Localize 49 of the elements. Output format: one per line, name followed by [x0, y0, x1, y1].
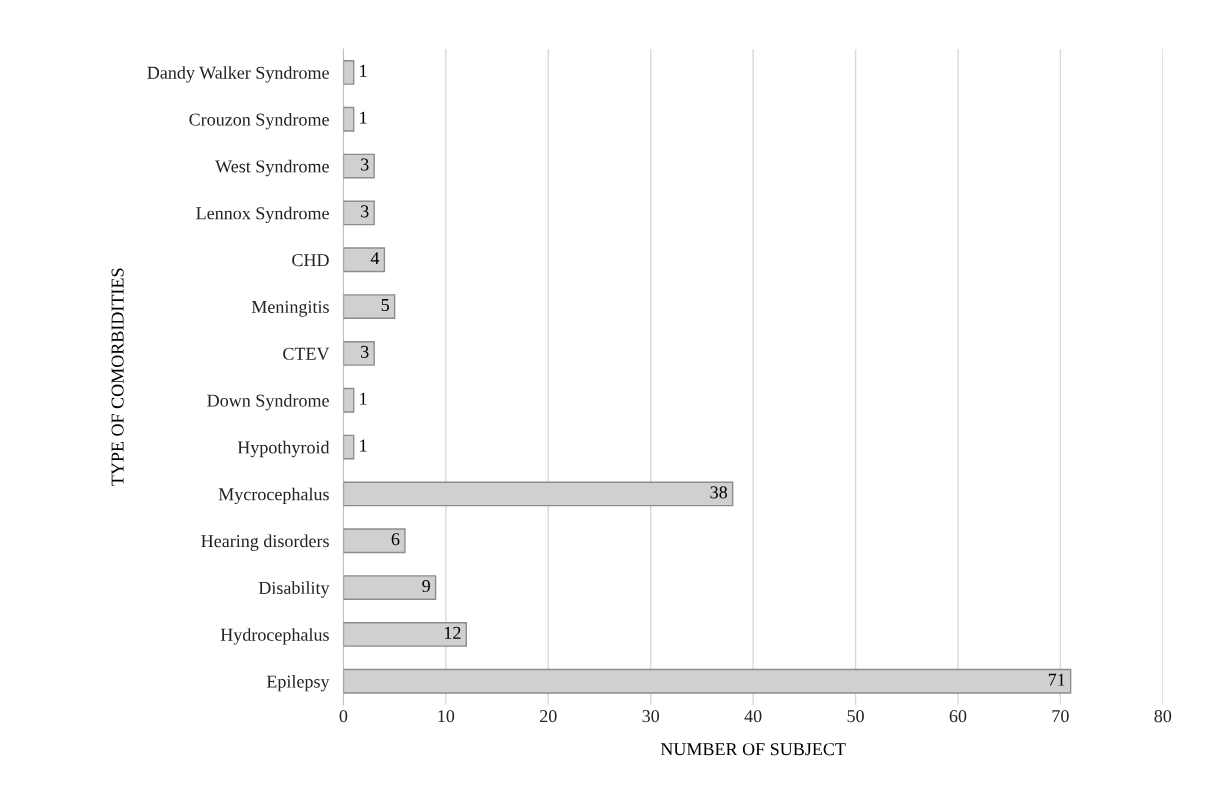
bar — [343, 294, 396, 319]
bar — [343, 59, 355, 85]
y-axis-title: TYPE OF COMORBIDITIES — [111, 268, 124, 486]
data-label: 5 — [381, 299, 390, 312]
data-label: 1 — [360, 111, 367, 124]
y-tick-label: Mycrocephalus — [218, 487, 329, 505]
x-tick-label: 0 — [339, 710, 348, 723]
data-label: 1 — [360, 439, 367, 452]
x-tick-label: 10 — [438, 710, 455, 723]
x-tick-label: 80 — [1154, 710, 1172, 723]
data-label: 3 — [361, 158, 369, 171]
y-tick-label: Down Syndrome — [207, 393, 329, 411]
y-tick-label: West Syndrome — [215, 159, 329, 177]
bar — [343, 387, 355, 413]
x-tick-label: 60 — [949, 710, 967, 723]
data-label: 12 — [444, 626, 461, 639]
data-label: 38 — [710, 486, 728, 499]
y-tick-label: Lennox Syndrome — [196, 206, 329, 224]
y-tick-label: Meningitis — [251, 300, 329, 317]
y-tick-label: Crouzon Syndrome — [189, 112, 329, 130]
y-tick-label: CHD — [292, 254, 329, 267]
bar — [343, 528, 406, 554]
bar — [343, 247, 386, 273]
data-label: 4 — [370, 252, 380, 265]
bar — [343, 575, 437, 600]
y-tick-label: Hypothyroid — [237, 440, 330, 458]
data-label: 1 — [360, 64, 367, 77]
x-tick-label: 20 — [540, 710, 557, 723]
x-tick-label: 50 — [847, 710, 864, 723]
x-axis-title: NUMBER OF SUBJECT — [660, 743, 846, 756]
y-tick-label: CTEV — [283, 347, 330, 360]
data-label: 1 — [360, 392, 367, 405]
data-label: 71 — [1048, 673, 1065, 686]
x-tick-label: 40 — [744, 710, 762, 723]
bar — [343, 106, 355, 132]
data-label: 6 — [391, 533, 400, 546]
data-label: 3 — [361, 205, 369, 218]
y-tick-label: Disability — [258, 581, 330, 598]
x-tick-label: 30 — [642, 710, 660, 723]
y-tick-label: Hydrocephalus — [220, 628, 329, 645]
x-tick-label: 70 — [1052, 710, 1069, 723]
y-tick-label: Hearing disorders — [201, 534, 329, 551]
y-tick-label: Dandy Walker Syndrome — [147, 66, 329, 83]
y-tick-label: Epilepsy — [266, 675, 330, 692]
bar — [343, 341, 375, 366]
bar — [343, 200, 375, 226]
data-label: 9 — [422, 579, 430, 593]
data-label: 3 — [361, 345, 369, 358]
bar — [343, 153, 375, 179]
